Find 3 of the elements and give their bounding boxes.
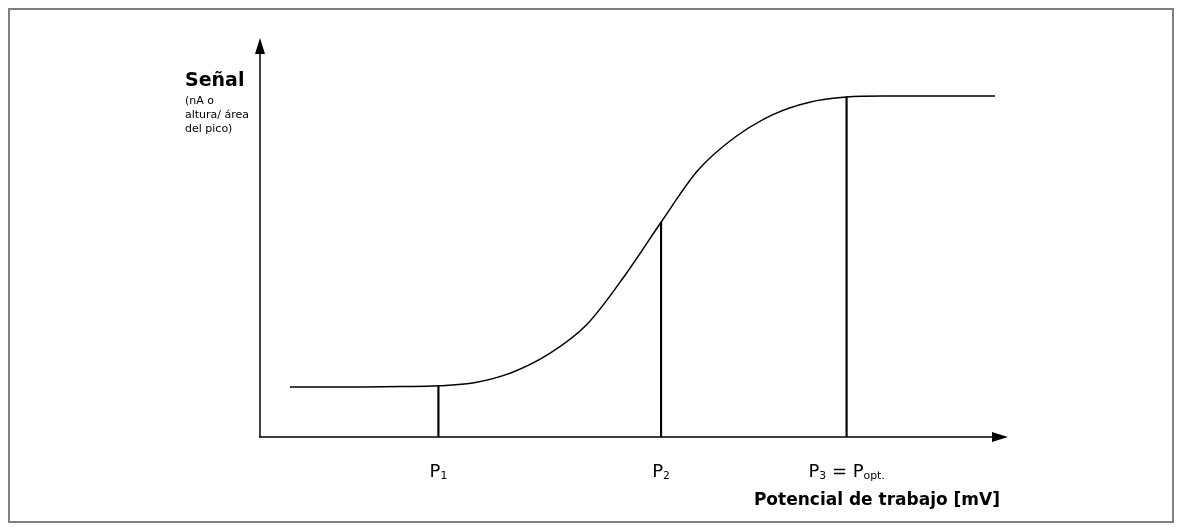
y-axis-title: Señal	[185, 68, 245, 90]
x-axis-title: Potencial de trabajo [mV]	[753, 489, 1000, 509]
text: (nA o altura/ área del pico)	[185, 94, 250, 135]
